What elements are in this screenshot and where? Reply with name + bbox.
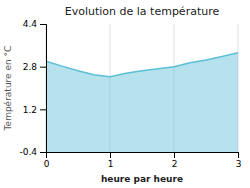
tick: 1: [108, 152, 114, 169]
tick-mark: [40, 109, 46, 110]
x-axis: 0 1 2 3: [44, 152, 242, 169]
tick-mark: [238, 152, 239, 158]
tick-label: 2.8: [23, 62, 38, 72]
tick-label: 3: [236, 159, 242, 169]
tick: 1.2: [23, 105, 46, 115]
chart-container: 0 1 2 3 -0.4 1.2 2.8 4.4 Evolution de la tempéra…: [0, 0, 250, 188]
tick-mark: [40, 152, 46, 153]
tick-label: 1.2: [23, 105, 37, 115]
plot: 0 1 2 3 -0.4 1.2 2.8 4.4: [19, 19, 241, 169]
tick-mark: [110, 152, 111, 158]
tick-label: 4.4: [23, 19, 38, 29]
tick: 2: [172, 152, 178, 169]
tick-label: -0.4: [19, 147, 37, 157]
x-axis-title: heure par heure: [101, 174, 183, 184]
tick: 2.8: [23, 62, 46, 72]
tick-mark: [40, 24, 46, 25]
chart-svg: 0 1 2 3 -0.4 1.2 2.8 4.4 Evolution de la tempéra…: [0, 0, 250, 188]
y-axis: -0.4 1.2 2.8 4.4: [19, 19, 46, 157]
tick-label: 2: [172, 159, 178, 169]
tick-label: 1: [108, 159, 114, 169]
y-axis-title: Température en °C: [3, 46, 13, 132]
tick-mark: [174, 152, 175, 158]
x-grid: [46, 24, 238, 152]
tick-mark: [40, 67, 46, 68]
tick: 3: [236, 152, 242, 169]
axis-line: [47, 153, 239, 159]
marks: [46, 53, 238, 152]
tick: 0: [44, 152, 50, 169]
tick: 4.4: [23, 19, 46, 29]
title: Evolution de la température: [65, 5, 220, 18]
tick-label: 0: [44, 159, 50, 169]
area: [46, 53, 238, 152]
tick: -0.4: [19, 147, 46, 157]
line: [46, 53, 238, 77]
axis-line: [40, 25, 47, 153]
